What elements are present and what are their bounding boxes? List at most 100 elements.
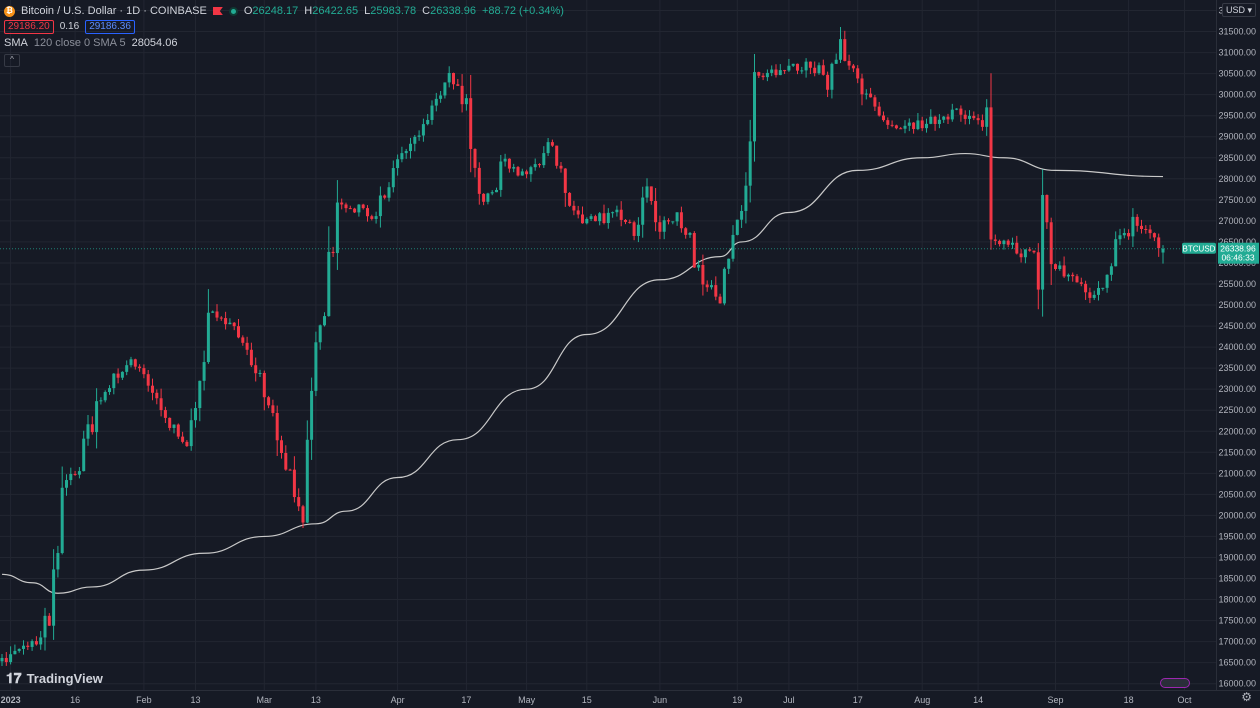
- gear-icon[interactable]: ⚙: [1241, 690, 1252, 704]
- candle-body: [1152, 233, 1156, 238]
- candle-body: [821, 65, 825, 75]
- x-tick-label: Oct: [1177, 695, 1192, 705]
- symbol-title[interactable]: Bitcoin / U.S. Dollar · 1D · COINBASE: [21, 5, 207, 17]
- candle-body: [998, 240, 1002, 245]
- candle-body: [1118, 235, 1122, 240]
- candle-body: [783, 70, 787, 72]
- candle-body: [215, 311, 219, 318]
- candle-body: [249, 349, 253, 366]
- candle-body: [146, 374, 150, 386]
- candle-body: [748, 141, 752, 186]
- sell-button[interactable]: 29186.20: [4, 20, 54, 34]
- candle-body: [206, 312, 210, 363]
- sma-legend-row[interactable]: SMA 120 close 0 SMA 5 28054.06: [4, 35, 564, 51]
- y-tick-label: 21000.00: [1218, 468, 1256, 478]
- candle-body: [839, 39, 842, 60]
- buy-button[interactable]: 29186.36: [85, 20, 135, 34]
- candle-body: [688, 233, 692, 235]
- y-tick-label: 24500.00: [1218, 321, 1256, 331]
- candle-body: [198, 380, 202, 409]
- candle-body: [181, 436, 185, 442]
- sma-layer: [1, 152, 1164, 594]
- candle-body: [1131, 216, 1135, 237]
- x-tick-label: Apr: [391, 695, 405, 705]
- candle-body: [1045, 194, 1049, 223]
- candle-body: [1058, 265, 1062, 270]
- currency-button[interactable]: USD ▾: [1222, 3, 1256, 17]
- collapse-legend-button[interactable]: ^: [4, 53, 20, 67]
- candle-body: [378, 195, 382, 217]
- candle-body: [985, 107, 989, 127]
- candle-body: [1140, 225, 1143, 230]
- candle-body: [864, 93, 868, 95]
- sma-value: 28054.06: [131, 37, 178, 49]
- events-icon[interactable]: [1160, 678, 1190, 688]
- candle-body: [400, 153, 404, 160]
- candle-body: [843, 39, 847, 61]
- candle-body: [1105, 274, 1109, 288]
- candle-body: [955, 108, 959, 110]
- candle-body: [125, 365, 129, 372]
- y-tick-label: 26500.00: [1218, 237, 1256, 247]
- candle-body: [73, 473, 77, 475]
- candle-body: [598, 213, 602, 222]
- candle-body: [679, 212, 683, 229]
- candle-body: [675, 212, 679, 222]
- candle-body: [933, 116, 937, 124]
- symbol-tag-label: BTCUSD: [1183, 245, 1216, 254]
- candle-body: [280, 440, 283, 453]
- price-scale-background[interactable]: [1217, 0, 1260, 690]
- candle-body: [886, 120, 890, 125]
- candle-body: [30, 641, 34, 647]
- candle-body: [26, 645, 30, 647]
- candle-body: [353, 208, 357, 213]
- y-tick-label: 29500.00: [1218, 111, 1256, 121]
- candle-body: [615, 209, 619, 213]
- candle-body: [271, 405, 275, 413]
- candle-body: [39, 637, 43, 645]
- candle-body: [1092, 294, 1096, 298]
- candle-body: [710, 285, 713, 288]
- candle-body: [516, 167, 520, 176]
- candle-body: [77, 471, 81, 475]
- candle-body: [1109, 266, 1113, 275]
- candle-body: [434, 98, 438, 106]
- candle-body: [473, 148, 477, 168]
- candle-body: [490, 192, 494, 194]
- candle-body: [714, 285, 718, 297]
- flag-icon[interactable]: [212, 7, 223, 15]
- time-scale-background[interactable]: [0, 690, 1260, 708]
- candle-body: [452, 72, 455, 85]
- candle-body: [860, 78, 864, 95]
- candle-body: [796, 63, 799, 71]
- candle-body: [172, 424, 176, 428]
- candle-body: [1101, 287, 1105, 289]
- low-value: 25983.78: [370, 5, 417, 17]
- market-open-icon: [228, 6, 238, 16]
- x-tick-label: Jul: [783, 695, 795, 705]
- candle-body: [60, 487, 64, 554]
- candle-body: [727, 258, 731, 269]
- tradingview-logo[interactable]: 𝟏𝟕 TradingView: [6, 670, 103, 687]
- candle-body: [602, 213, 606, 224]
- candle-body: [284, 452, 288, 470]
- candle-body: [211, 311, 215, 313]
- candles-layer: [0, 27, 1165, 667]
- symbol-tag-background: [1182, 242, 1216, 254]
- candle-body: [989, 107, 993, 240]
- y-tick-label: 18500.00: [1218, 574, 1256, 584]
- grid-lines: [0, 0, 1216, 690]
- x-axis: 2023 16 Feb 13 Mar 13 Apr 17 May 15 Jun 19 Jul 17 Aug 1…: [0, 690, 1260, 708]
- candle-body: [684, 228, 688, 235]
- candle-body: [447, 72, 451, 83]
- candle-body: [138, 366, 142, 369]
- candle-body: [916, 120, 920, 130]
- candle-body: [1011, 242, 1014, 245]
- candle-body: [877, 106, 881, 116]
- candle-body: [894, 125, 898, 129]
- y-tick-label: 24000.00: [1218, 342, 1256, 352]
- candle-body: [1071, 274, 1075, 277]
- bid-ask-row: 29186.20 0.16 29186.36: [4, 19, 564, 35]
- candle-body: [632, 222, 636, 236]
